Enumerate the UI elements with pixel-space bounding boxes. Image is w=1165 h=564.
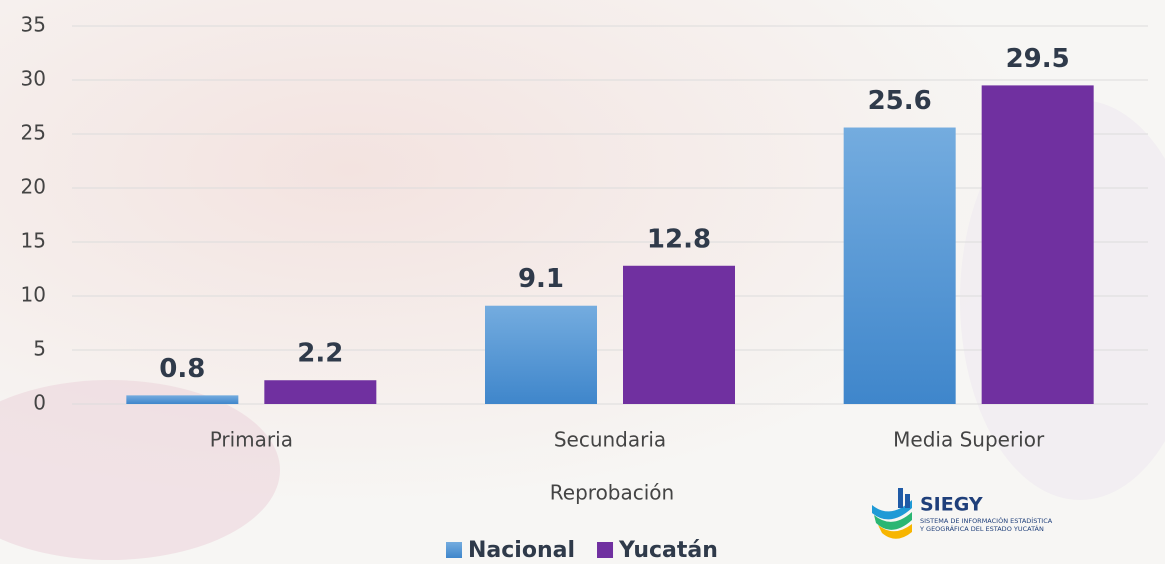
bar <box>623 265 735 404</box>
y-tick-label: 35 <box>21 13 46 37</box>
logo-bar <box>905 494 910 508</box>
data-label: 12.8 <box>647 224 711 254</box>
background-blur <box>0 380 280 560</box>
logo-bar <box>898 488 903 508</box>
y-tick-label: 20 <box>21 175 46 199</box>
bar <box>485 305 597 404</box>
data-label: 2.2 <box>297 339 343 369</box>
y-tick-label: 5 <box>33 337 46 361</box>
y-tick-label: 10 <box>21 283 46 307</box>
x-axis-label: Reprobación <box>550 481 674 505</box>
data-label: 29.5 <box>1006 44 1070 74</box>
logo: SIEGY SISTEMA DE INFORMACIÓN ESTADÍSTICA… <box>872 488 1053 539</box>
logo-stripe <box>878 524 912 539</box>
legend-label: Yucatán <box>618 538 718 563</box>
x-tick-label: Secundaria <box>554 428 666 452</box>
y-tick-label: 25 <box>21 121 46 145</box>
legend-swatch <box>446 542 462 558</box>
legend-label: Nacional <box>468 538 575 563</box>
bar <box>981 85 1094 405</box>
y-tick-label: 30 <box>21 67 46 91</box>
logo-stripe <box>874 512 912 530</box>
y-tick-label: 0 <box>33 391 46 415</box>
bar <box>126 395 239 404</box>
x-tick-label: Media Superior <box>893 428 1045 452</box>
bar <box>264 380 377 404</box>
bar <box>843 127 956 405</box>
logo-text: Y GEOGRÁFICA DEL ESTADO YUCATÁN <box>919 524 1044 533</box>
data-label: 0.8 <box>159 354 205 384</box>
x-tick-label: Primaria <box>210 428 293 452</box>
y-tick-label: 15 <box>21 229 46 253</box>
data-label: 9.1 <box>518 264 564 294</box>
legend-swatch <box>597 542 614 558</box>
logo-name: SIEGY <box>920 494 983 516</box>
logo-stripe <box>872 500 912 520</box>
logo-text: SISTEMA DE INFORMACIÓN ESTADÍSTICA <box>920 516 1053 525</box>
data-label: 25.6 <box>868 86 932 116</box>
